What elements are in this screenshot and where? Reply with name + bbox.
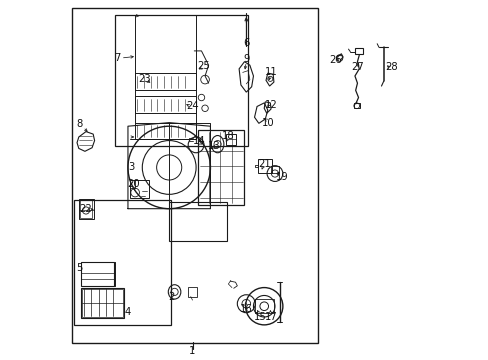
Text: 6: 6: [243, 38, 249, 48]
Bar: [258, 159, 271, 173]
Text: 11: 11: [264, 67, 277, 77]
Text: 7: 7: [114, 53, 120, 63]
Bar: [198, 130, 244, 205]
Text: 12: 12: [264, 100, 277, 110]
Bar: [115, 15, 247, 146]
Bar: [81, 288, 124, 318]
Bar: [135, 96, 196, 113]
Bar: [254, 299, 274, 313]
Bar: [80, 201, 92, 219]
Text: 4: 4: [124, 307, 131, 317]
Text: 14: 14: [193, 136, 205, 146]
Bar: [225, 134, 235, 145]
Text: 13: 13: [207, 141, 220, 151]
Bar: [169, 202, 226, 241]
Bar: [353, 103, 360, 108]
Bar: [82, 289, 123, 317]
Bar: [129, 180, 149, 198]
Text: 22: 22: [80, 204, 92, 215]
Text: 15: 15: [254, 312, 266, 322]
Bar: [270, 166, 279, 173]
Text: 27: 27: [350, 62, 363, 72]
Text: 21: 21: [257, 159, 270, 169]
Bar: [354, 48, 362, 54]
Text: 10: 10: [261, 118, 274, 128]
Bar: [187, 287, 196, 297]
Bar: [74, 200, 171, 325]
Bar: [135, 73, 196, 90]
Text: 8: 8: [76, 120, 82, 129]
Text: 25: 25: [197, 61, 209, 71]
Bar: [81, 262, 113, 286]
Text: 23: 23: [138, 74, 150, 84]
Bar: [79, 199, 94, 220]
Text: 28: 28: [385, 62, 397, 72]
Bar: [72, 8, 317, 343]
Text: 24: 24: [186, 102, 199, 112]
Text: 9: 9: [243, 54, 249, 64]
Text: 2: 2: [167, 292, 174, 302]
Text: 19: 19: [275, 172, 288, 182]
Text: 16: 16: [240, 304, 252, 314]
Bar: [135, 123, 196, 139]
Text: 20: 20: [127, 179, 140, 189]
Text: 1: 1: [189, 346, 195, 356]
Text: 18: 18: [222, 131, 234, 141]
Text: 26: 26: [329, 55, 342, 65]
Text: 17: 17: [264, 312, 277, 322]
Text: 3: 3: [128, 162, 134, 172]
Text: 5: 5: [76, 263, 82, 273]
